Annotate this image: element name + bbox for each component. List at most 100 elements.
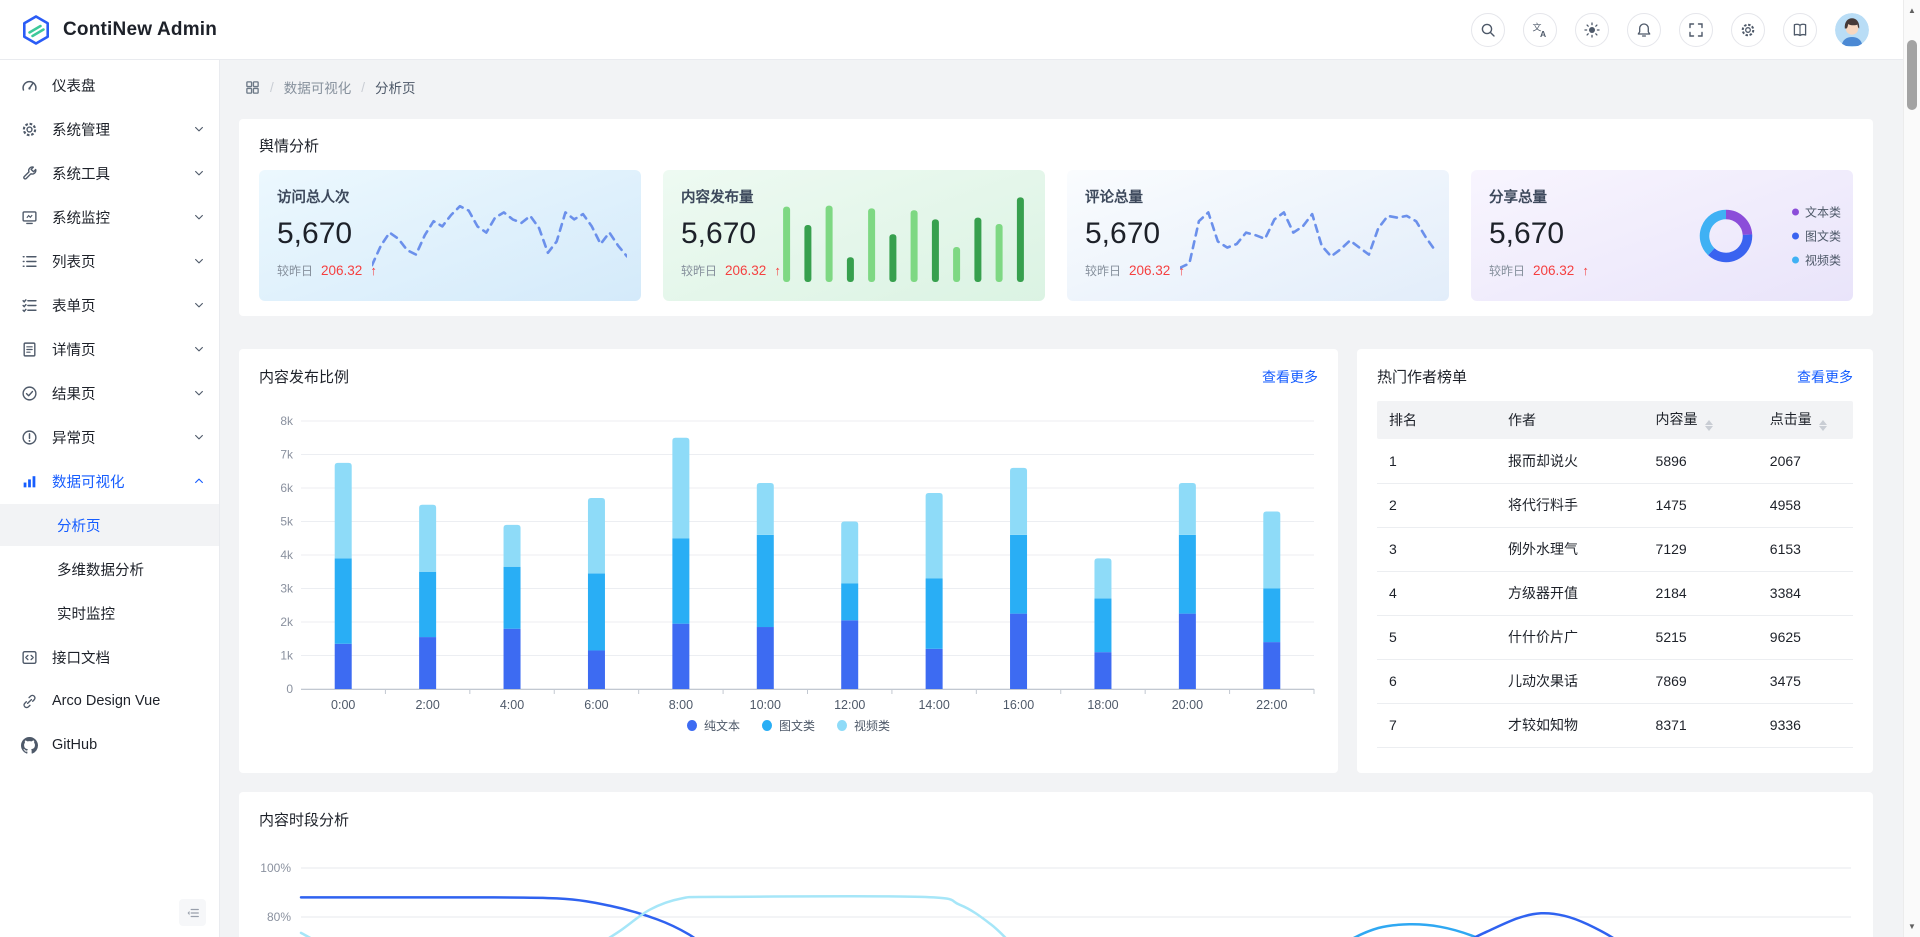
legend-dot (1791, 208, 1799, 215)
stat-delta-label: 较昨日 (277, 264, 314, 278)
table-row[interactable]: 2 将代行料手 1475 4958 (1377, 483, 1853, 528)
sidebar-item-系统工具[interactable]: 系统工具 (0, 152, 219, 194)
sidebar-item-label: 表单页 (52, 298, 96, 315)
sidebar-item-label: 结果页 (52, 386, 96, 403)
column-header-点击量[interactable]: 点击量 (1757, 401, 1853, 439)
legend-item-图文类[interactable]: 图文类 (1791, 227, 1841, 244)
chevron-down-icon (193, 255, 205, 267)
sidebar-item-列表页[interactable]: 列表页 (0, 240, 219, 282)
table-cell: 儿动次果话 (1496, 659, 1644, 704)
sidebar-item-GitHub[interactable]: GitHub (0, 724, 219, 766)
table-cell: 4958 (1757, 483, 1853, 528)
visits-spark-chart (372, 186, 627, 286)
scroll-up-arrow[interactable]: ▲ (1908, 6, 1916, 15)
sort-caret-icon[interactable] (1704, 420, 1713, 431)
column-header-内容量[interactable]: 内容量 (1643, 401, 1758, 439)
svg-text:4:00: 4:00 (500, 698, 524, 711)
legend-dot (837, 720, 847, 731)
middle-row: 内容发布比例 查看更多 0 1k 2k 3k 4k 5k 6k 7k 8k 0:00 2:00 4:0… (239, 349, 1873, 773)
search-icon-button[interactable] (1471, 12, 1505, 47)
table-cell: 1 (1377, 439, 1496, 484)
stat-card-title: 分享总量 (1489, 190, 1547, 206)
sidebar-item-仪表盘[interactable]: 仪表盘 (0, 64, 219, 106)
legend-dot (1791, 256, 1799, 263)
stat-cards-row: 访问总人次 5,670 较昨日 206.32 ↑ 内容发布量 5,670 较昨日 206.32 ↑… (259, 170, 1853, 301)
sidebar-item-数据可视化[interactable]: 数据可视化 (0, 460, 219, 502)
wrench-icon (21, 165, 38, 182)
legend-item-图文类[interactable]: 图文类 (761, 717, 815, 734)
view-more-link[interactable]: 查看更多 (1797, 368, 1853, 385)
svg-text:16:00: 16:00 (1003, 698, 1034, 711)
avatar[interactable] (1835, 12, 1869, 47)
settings-icon-button[interactable] (1731, 12, 1765, 47)
table-row[interactable]: 4 方级器开值 2184 3384 (1377, 571, 1853, 616)
breadcrumb-item[interactable]: 数据可视化 (283, 81, 352, 96)
table-cell: 4 (1377, 571, 1496, 616)
svg-text:20:00: 20:00 (1172, 698, 1203, 711)
legend-label: 视频类 (854, 719, 891, 733)
stat-card-value: 5,670 (1489, 217, 1565, 250)
stat-card-评论总量: 评论总量 5,670 较昨日 206.32 ↑ (1067, 170, 1449, 301)
sidebar-item-Arco Design Vue[interactable]: Arco Design Vue (0, 680, 219, 722)
book-icon (1792, 22, 1808, 38)
legend-label: 图文类 (778, 719, 815, 733)
sidebar-subitem-实时监控[interactable]: 实时监控 (57, 606, 115, 623)
stat-delta-label: 较昨日 (1085, 264, 1122, 278)
api-icon (21, 649, 38, 666)
panel-title: 内容发布比例 (259, 369, 350, 386)
sidebar-item-结果页[interactable]: 结果页 (0, 372, 219, 414)
sort-caret-icon[interactable] (1818, 420, 1827, 431)
sidebar-subitem-多维数据分析[interactable]: 多维数据分析 (57, 562, 144, 579)
table-row[interactable]: 1 报而却说火 5896 2067 (1377, 439, 1853, 484)
theme-icon-button[interactable] (1575, 12, 1609, 47)
table-cell: 3384 (1757, 571, 1853, 616)
sidebar-item-表单页[interactable]: 表单页 (0, 284, 219, 326)
app-logo-icon (23, 14, 50, 45)
svg-text:1k: 1k (280, 649, 294, 663)
sidebar: 仪表盘 系统管理系统工具系统监控列表页表单页详情页结果页异常页数据可视化分析页多维… (0, 60, 220, 937)
table-row[interactable]: 6 儿动次果话 7869 3475 (1377, 659, 1853, 704)
book-icon-button[interactable] (1783, 12, 1817, 47)
legend-dot (686, 720, 697, 731)
sidebar-item-接口文档[interactable]: 接口文档 (0, 636, 219, 678)
sidebar-item-label: GitHub (52, 737, 98, 753)
scroll-down-arrow[interactable]: ▼ (1908, 922, 1916, 931)
sidebar-item-label: 列表页 (52, 254, 96, 271)
table-header-row: 排名 作者 内容量 点击量 (1377, 401, 1853, 439)
fullscreen-icon-button[interactable] (1679, 12, 1713, 47)
svg-text:14:00: 14:00 (918, 698, 949, 711)
sidebar-item-详情页[interactable]: 详情页 (0, 328, 219, 370)
table-cell: 7869 (1643, 659, 1758, 704)
svg-text:2:00: 2:00 (415, 698, 439, 711)
sidebar-subitem-分析页[interactable]: 分析页 (0, 504, 219, 546)
scrollbar-thumb[interactable] (1907, 40, 1917, 110)
chevron-down-icon (193, 387, 205, 399)
bell-icon-button[interactable] (1627, 12, 1661, 47)
time-analysis-panel: 内容时段分析 100% 80% (239, 792, 1873, 937)
sidebar-item-系统监控[interactable]: 系统监控 (0, 196, 219, 238)
legend-item-视频类[interactable]: 视频类 (1791, 251, 1841, 268)
table-cell: 什什价片广 (1496, 615, 1644, 660)
hot-authors-panel: 热门作者榜单 查看更多 排名 作者 内容量 点击量 1 报而却说火 5896 2067 2 将代… (1357, 349, 1873, 773)
table-cell: 3475 (1757, 659, 1853, 704)
legend-item-纯文本[interactable]: 纯文本 (686, 717, 740, 734)
sidebar-item-label: 系统工具 (52, 166, 110, 183)
apps-icon[interactable] (245, 80, 260, 95)
legend-item-文本类[interactable]: 文本类 (1791, 203, 1841, 220)
page-scrollbar[interactable]: ▲ ▼ (1903, 0, 1920, 937)
view-more-link[interactable]: 查看更多 (1262, 368, 1318, 385)
sidebar-item-系统管理[interactable]: 系统管理 (0, 108, 219, 150)
table-cell: 2184 (1643, 571, 1758, 616)
sidebar-item-异常页[interactable]: 异常页 (0, 416, 219, 458)
legend-item-视频类[interactable]: 视频类 (837, 717, 890, 734)
gear-icon (21, 121, 38, 138)
table-row[interactable]: 5 什什价片广 5215 9625 (1377, 615, 1853, 660)
table-cell: 3 (1377, 527, 1496, 572)
sidebar-item-label: 系统监控 (52, 210, 110, 227)
table-row[interactable]: 7 才较如知物 8371 9336 (1377, 703, 1853, 748)
sidebar-collapse-button[interactable] (179, 899, 206, 926)
table-row[interactable]: 3 例外水理气 7129 6153 (1377, 527, 1853, 572)
sidebar-item-label: 数据可视化 (52, 474, 125, 491)
